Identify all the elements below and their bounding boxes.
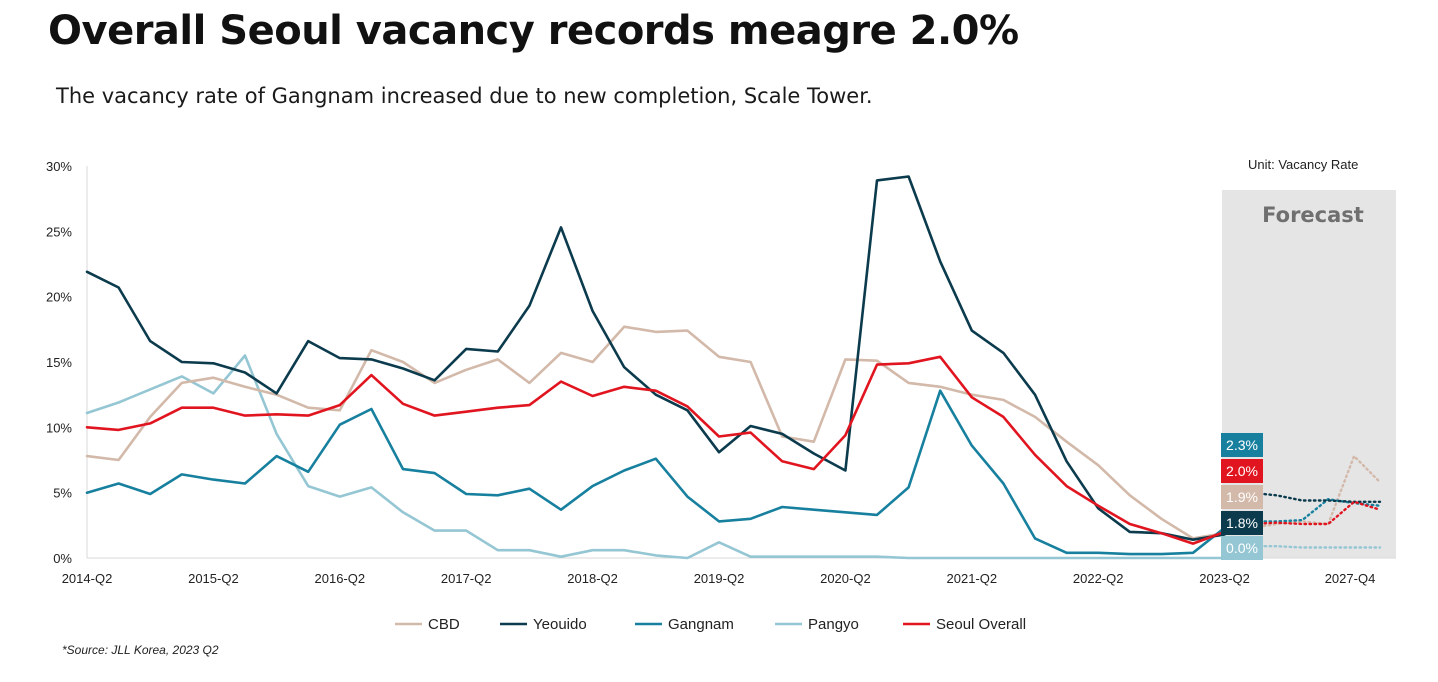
badge-value-gangnam: 2.3%: [1226, 437, 1258, 453]
legend-label-yeouido: Yeouido: [533, 616, 587, 633]
page-subtitle: The vacancy rate of Gangnam increased du…: [56, 84, 873, 108]
legend-label-gangnam: Gangnam: [668, 616, 734, 633]
y-tick-label: 25%: [46, 224, 72, 239]
badge-cbd: [1221, 485, 1263, 509]
legend-label-pangyo: Pangyo: [808, 616, 859, 633]
badge-seoul-overall: [1221, 459, 1263, 483]
series-line-gangnam: [85, 389, 1226, 556]
y-axis-ticks: 0% 5% 10% 15% 20% 25% 30%: [46, 159, 72, 566]
y-tick-label: 20%: [46, 290, 72, 305]
end-value-badges: 2.3% 2.0% 1.9% 1.8% 0.0%: [1221, 433, 1263, 560]
forecast-label: Forecast: [1262, 203, 1364, 227]
y-tick-label: 30%: [46, 159, 72, 174]
x-tick-label: 2027-Q4: [1325, 571, 1376, 586]
badge-yeouido: [1221, 511, 1263, 535]
series-line-yeouido: [85, 175, 1226, 542]
x-tick-label: 2016-Q2: [315, 571, 366, 586]
page-title: Overall Seoul vacancy records meagre 2.0…: [48, 8, 1019, 54]
y-tick-label: 15%: [46, 355, 72, 370]
legend-label-seoul-overall: Seoul Overall: [936, 616, 1026, 633]
x-tick-label: 2021-Q2: [947, 571, 998, 586]
badge-value-pangyo: 0.0%: [1226, 540, 1258, 556]
x-tick-label: 2018-Q2: [567, 571, 618, 586]
badge-value-yeouido: 1.8%: [1226, 515, 1258, 531]
series-line-seoul-overall: [85, 355, 1226, 545]
x-tick-label: 2020-Q2: [820, 571, 871, 586]
x-axis-ticks: 2014-Q2 2015-Q2 2016-Q2 2017-Q2 2018-Q2 2019-…: [62, 571, 1376, 586]
historical-series: [85, 175, 1226, 560]
x-tick-label: 2019-Q2: [694, 571, 745, 586]
x-tick-label: 2014-Q2: [62, 571, 113, 586]
y-tick-label: 10%: [46, 420, 72, 435]
badge-gangnam: [1221, 433, 1263, 457]
badge-value-seoul-overall: 2.0%: [1226, 463, 1258, 479]
series-line-cbd: [85, 325, 1226, 540]
x-tick-label: 2017-Q2: [441, 571, 492, 586]
legend: CBD Yeouido Gangnam Pangyo Seoul Overall: [395, 616, 1026, 633]
x-tick-label: 2015-Q2: [188, 571, 239, 586]
y-tick-label: 5%: [53, 486, 72, 501]
x-tick-label: 2022-Q2: [1073, 571, 1124, 586]
series-line-pangyo: [85, 354, 1226, 560]
source-note: *Source: JLL Korea, 2023 Q2: [62, 643, 219, 657]
x-tick-label: 2023-Q2: [1199, 571, 1250, 586]
badge-value-cbd: 1.9%: [1226, 489, 1258, 505]
y-tick-label: 0%: [53, 551, 72, 566]
badge-pangyo: [1221, 536, 1263, 560]
legend-label-cbd: CBD: [428, 616, 460, 633]
unit-label: Unit: Vacancy Rate: [1248, 157, 1359, 172]
